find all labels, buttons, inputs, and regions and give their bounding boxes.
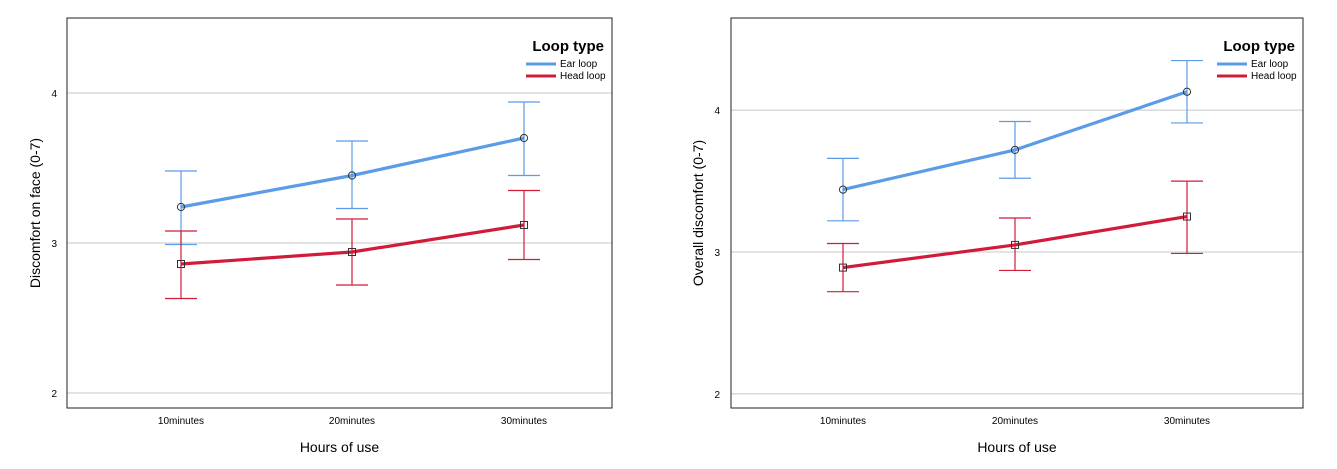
data-point-circle <box>1010 145 1020 154</box>
x-axis-title: Hours of use <box>977 439 1057 455</box>
chart-1: 2 3 4 10minutes 20minutes 30minutes Hours of u… <box>27 17 613 455</box>
legend-title: Loop type <box>532 38 604 55</box>
error-bar <box>165 230 197 300</box>
legend-label: Head loop <box>1251 71 1297 82</box>
data-point-square <box>177 260 185 268</box>
series-2 <box>827 180 1203 293</box>
legend-title: Loop type <box>1223 38 1295 55</box>
data-point-circle <box>838 185 848 194</box>
data-point-circle <box>347 171 357 180</box>
y-tick-label: 4 <box>714 106 720 117</box>
data-point-square <box>520 221 528 229</box>
x-tick-label: 30minutes <box>501 416 547 427</box>
data-point-square <box>1183 212 1191 221</box>
chart-2: 2 3 4 10minutes 20minutes 30minutes Hours of u… <box>690 17 1304 455</box>
series-line <box>842 214 1188 270</box>
data-point-circle <box>176 202 186 212</box>
y-axis-title: Discomfort on face (0-7) <box>27 138 43 288</box>
series-1 <box>827 59 1203 222</box>
plot-frame <box>66 17 613 409</box>
data-point-square <box>1011 240 1019 249</box>
data-point-circle <box>1182 87 1192 96</box>
x-tick-label: 10minutes <box>158 416 204 427</box>
data-point-square <box>348 248 356 256</box>
series-2 <box>165 189 540 300</box>
y-tick-label: 4 <box>51 89 57 100</box>
x-tick-label: 20minutes <box>329 416 375 427</box>
y-tick-label: 2 <box>714 390 720 401</box>
y-tick-label: 2 <box>51 389 57 400</box>
x-tick-label: 20minutes <box>992 416 1038 427</box>
legend-label: Ear loop <box>1251 59 1289 70</box>
series-line <box>842 90 1188 192</box>
plot-frame <box>730 17 1304 409</box>
data-point-square <box>839 263 847 272</box>
x-axis-title: Hours of use <box>300 439 380 455</box>
x-tick-label: 30minutes <box>1164 416 1210 427</box>
data-point-circle <box>519 133 529 143</box>
y-tick-label: 3 <box>51 239 57 250</box>
y-tick-label: 3 <box>714 248 720 259</box>
legend-label: Ear loop <box>560 59 598 70</box>
y-axis-title: Overall discomfort (0-7) <box>690 140 706 286</box>
legend-label: Head loop <box>560 71 606 82</box>
series-line <box>180 136 525 209</box>
x-tick-label: 10minutes <box>820 416 866 427</box>
series-line <box>180 223 525 266</box>
